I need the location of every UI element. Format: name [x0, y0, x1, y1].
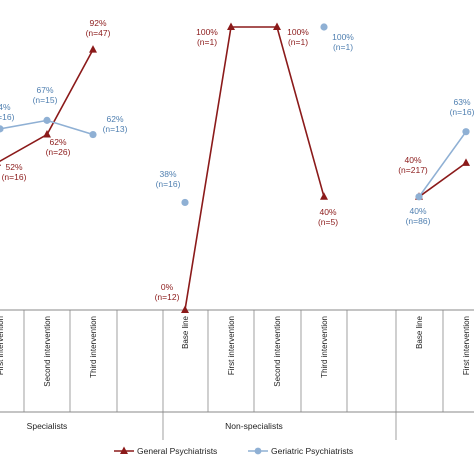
data-label-value: 100% [287, 27, 309, 37]
marker-geriatric-point [462, 128, 470, 136]
data-label-value: 63% [453, 97, 470, 107]
data-label-n: (n=1) [288, 37, 308, 47]
data-label-n: (n=16) [450, 107, 474, 117]
data-label-n: (n=1) [333, 42, 353, 52]
data-label-value: 0% [161, 282, 174, 292]
category-tick-label: Base line [181, 315, 190, 348]
marker-geriatric-point [320, 23, 328, 31]
marker-general-point [89, 45, 97, 53]
legend-marker-triangle [120, 446, 128, 454]
category-tick-label: Second intervention [43, 316, 52, 387]
marker-general-point [227, 22, 235, 30]
marker-geriatric-point [181, 198, 189, 207]
legend-label-geriatric: Geriatric Psychiatrists [271, 446, 353, 456]
marker-general-point [181, 305, 189, 313]
series-line-general [0, 49, 94, 163]
marker-geriatric-point [89, 130, 97, 139]
group-labels: Specialists Non-specialists [27, 421, 283, 431]
series-line-geriatric [418, 131, 467, 198]
data-label-value: 92% [89, 18, 106, 28]
data-label-n: (n=16) [2, 172, 27, 182]
data-label-n: (n=13) [103, 124, 128, 134]
category-grid [0, 309, 474, 440]
data-label-value: 52% [5, 162, 22, 172]
data-label-n: (n=1) [197, 37, 217, 47]
category-tick-label: Third intervention [89, 316, 98, 378]
legend-marker-circle [254, 447, 262, 455]
data-label-n: (n=15) [33, 95, 58, 105]
data-label-n: (n=47) [86, 28, 111, 38]
category-tick-labels: First intervention Second intervention Thi… [0, 315, 471, 386]
data-label-n: (n=86) [406, 216, 431, 226]
data-label-n: (n=26) [46, 147, 71, 157]
data-label-value: 38% [159, 169, 176, 179]
marker-geriatric-point [0, 125, 4, 133]
marker-general-point [43, 130, 51, 138]
group-label: Non-specialists [225, 421, 283, 431]
data-label-value: 62% [106, 114, 123, 124]
data-label-value: 40% [404, 155, 421, 165]
data-label-n: (n=16) [156, 179, 181, 189]
series-line-general [184, 26, 325, 311]
legend-label-general: General Psychiatrists [137, 446, 217, 456]
data-label-value: 64% [0, 102, 11, 112]
data-label-value: 100% [196, 27, 218, 37]
category-tick-label: Third intervention [320, 316, 329, 378]
marker-general-point [462, 158, 470, 166]
data-label-value: 40% [409, 206, 426, 216]
data-label-value: 40% [319, 207, 336, 217]
marker-general-point [0, 163, 1, 166]
series-markers [0, 22, 470, 313]
category-tick-label: Base line [415, 315, 424, 348]
series-lines [0, 26, 467, 311]
category-tick-label: Second intervention [273, 316, 282, 387]
category-tick-label: First intervention [462, 316, 471, 375]
data-label-n: (n=5) [318, 217, 338, 227]
data-label-n: (n=16) [0, 112, 15, 122]
legend: General Psychiatrists Geriatric Psychiatr… [114, 446, 353, 456]
data-labels: 52%(n=16)62%(n=26)92%(n=47)64%(n=16)67%(… [0, 18, 474, 302]
data-label-value: 67% [36, 85, 53, 95]
marker-general-point [273, 22, 281, 30]
category-tick-label: First intervention [0, 316, 5, 375]
data-label-value: 100% [332, 32, 354, 42]
marker-geriatric-point [415, 193, 423, 201]
data-label-value: 62% [49, 137, 66, 147]
series-line-general [418, 162, 467, 198]
data-label-n: (n=12) [155, 292, 180, 302]
marker-general-point [320, 192, 328, 200]
data-label-n: (n=217) [398, 165, 428, 175]
category-tick-label: First intervention [227, 316, 236, 375]
marker-geriatric-point [43, 116, 51, 124]
group-label: Specialists [27, 421, 68, 431]
